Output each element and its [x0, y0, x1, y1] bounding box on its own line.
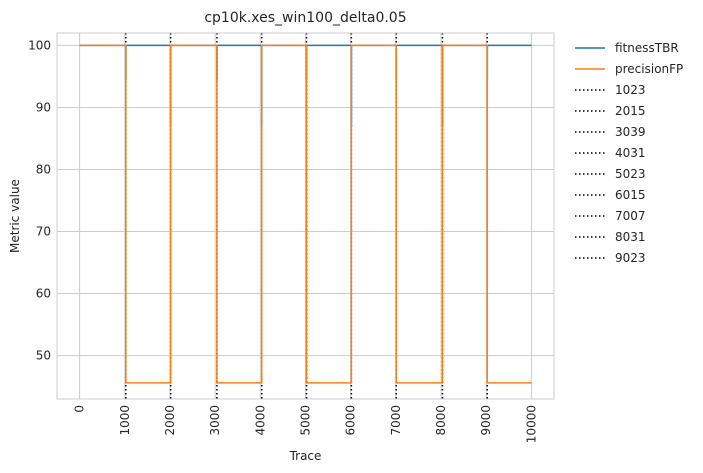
legend-label-8031: 8031 [615, 230, 646, 244]
x-tick-label: 2000 [163, 405, 177, 436]
y-tick-label: 60 [36, 287, 51, 301]
legend-label-precisionFP: precisionFP [615, 62, 683, 76]
x-tick-label: 3000 [208, 405, 222, 436]
plot-frame [56, 32, 555, 400]
legend-label-fitnessTBR: fitnessTBR [615, 41, 679, 55]
y-tick-label: 100 [28, 38, 51, 52]
x-tick-label: 8000 [434, 405, 448, 436]
x-tick-labels: 0 1000 2000 3000 4000 5000 6000 7000 8000 9000 100… [73, 405, 539, 443]
y-tick-label: 70 [36, 225, 51, 239]
x-tick-label: 4000 [253, 405, 267, 436]
x-tick-label: 10000 [524, 405, 538, 443]
legend-label-4031: 4031 [615, 146, 646, 160]
x-tick-label: 6000 [344, 405, 358, 436]
y-axis-label: Metric value [8, 179, 22, 253]
legend-label-9023: 9023 [615, 251, 646, 265]
chart-title: cp10k.xes_win100_delta0.05 [204, 10, 406, 26]
legend-label-1023: 1023 [615, 83, 646, 97]
legend-label-7007: 7007 [615, 209, 646, 223]
y-tick-label: 50 [36, 349, 51, 363]
x-tick-label: 0 [73, 405, 87, 413]
x-tick-label: 7000 [389, 405, 403, 436]
legend-label-3039: 3039 [615, 125, 646, 139]
legend: fitnessTBR precisionFP 1023 2015 3039 4031 502… [575, 41, 683, 265]
y-tick-label: 90 [36, 100, 51, 114]
y-tick-labels: 50 60 70 80 90 100 [28, 38, 51, 362]
legend-label-6015: 6015 [615, 188, 646, 202]
x-tick-label: 1000 [118, 405, 132, 436]
series-lines [79, 44, 532, 384]
legend-label-5023: 5023 [615, 167, 646, 181]
series-line-precisionFP [79, 44, 532, 384]
x-tick-label: 9000 [479, 405, 493, 436]
y-tick-label: 80 [36, 162, 51, 176]
x-tick-label: 5000 [299, 405, 313, 436]
x-axis-label: Trace [289, 449, 322, 463]
legend-label-2015: 2015 [615, 104, 646, 118]
